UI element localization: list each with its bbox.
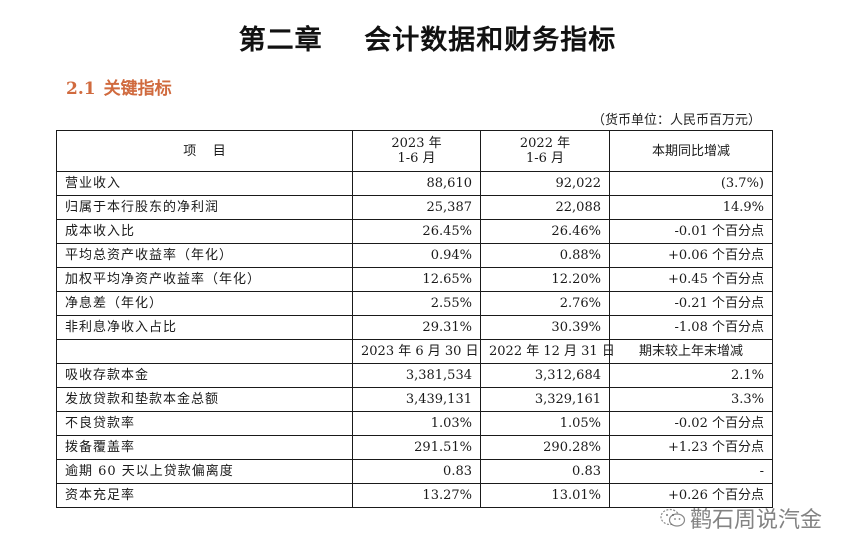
table-row: 加权平均净资产收益率（年化） 12.65% 12.20% +0.45 个百分点 (56, 267, 773, 292)
header-2023-year: 2023 年 (391, 136, 442, 151)
value-2023: 3,439,131 (352, 387, 481, 412)
value-change: -0.02 个百分点 (609, 411, 773, 436)
value-change: 14.9% (609, 195, 773, 220)
value-change: -0.21 个百分点 (609, 291, 773, 316)
header-2023-h1: 2023 年 1-6 月 (352, 130, 481, 172)
section-heading: 2.1 关键指标 (66, 74, 172, 99)
value-2023: 12.65% (352, 267, 481, 292)
table-header-row: 项 目 2023 年 1-6 月 2022 年 1-6 月 本期同比增减 (56, 130, 773, 172)
table-row: 平均总资产收益率（年化） 0.94% 0.88% +0.06 个百分点 (56, 243, 773, 268)
value-2022: 0.88% (480, 243, 610, 268)
header-yoy-change: 本期同比增减 (609, 130, 773, 172)
value-2023: 25,387 (352, 195, 481, 220)
row-label: 营业收入 (56, 171, 353, 196)
value-change: +0.45 个百分点 (609, 267, 773, 292)
value-2022: 2.76% (480, 291, 610, 316)
table-row: 不良贷款率 1.03% 1.05% -0.02 个百分点 (56, 411, 773, 436)
value-2023: 291.51% (352, 435, 481, 460)
value-change: 2.1% (609, 363, 773, 388)
table-row: 非利息净收入占比 29.31% 30.39% -1.08 个百分点 (56, 315, 773, 340)
table-row: 营业收入 88,610 92,022 (3.7%) (56, 171, 773, 196)
value-change: (3.7%) (609, 171, 773, 196)
subheader-item (56, 339, 353, 364)
value-change: +1.23 个百分点 (609, 435, 773, 460)
header-2023-months: 1-6 月 (397, 151, 436, 166)
row-label: 成本收入比 (56, 219, 353, 244)
value-2022: 290.28% (480, 435, 610, 460)
header-item: 项 目 (56, 130, 353, 172)
value-2022: 92,022 (480, 171, 610, 196)
table-row: 拨备覆盖率 291.51% 290.28% +1.23 个百分点 (56, 435, 773, 460)
table-subheader-row: 2023 年 6 月 30 日 2022 年 12 月 31 日 期末较上年末增… (56, 339, 773, 364)
subheader-2022-date: 2022 年 12 月 31 日 (480, 339, 615, 364)
row-label: 平均总资产收益率（年化） (56, 243, 353, 268)
chapter-title: 第二章 会计数据和财务指标 (238, 25, 617, 56)
value-2023: 13.27% (352, 483, 481, 508)
value-2023: 0.94% (352, 243, 481, 268)
section-number: 2.1 (66, 79, 96, 99)
value-2022: 1.05% (480, 411, 610, 436)
value-2023: 1.03% (352, 411, 481, 436)
row-label: 不良贷款率 (56, 411, 353, 436)
row-label: 净息差（年化） (56, 291, 353, 316)
row-label: 非利息净收入占比 (56, 315, 353, 340)
value-change: -1.08 个百分点 (609, 315, 773, 340)
row-label: 拨备覆盖率 (56, 435, 353, 460)
value-change: +0.06 个百分点 (609, 243, 773, 268)
subheader-change: 期末较上年末增减 (609, 339, 773, 364)
row-label: 吸收存款本金 (56, 363, 353, 388)
subheader-2023-date: 2023 年 6 月 30 日 (352, 339, 481, 364)
row-label: 逾期 60 天以上贷款偏离度 (56, 459, 353, 484)
currency-unit-note: （货币单位：人民币百万元） (591, 113, 761, 128)
table-row: 归属于本行股东的净利润 25,387 22,088 14.9% (56, 195, 773, 220)
header-2022-year: 2022 年 (519, 136, 571, 151)
header-2022-h1: 2022 年 1-6 月 (480, 130, 610, 172)
value-change: +0.26 个百分点 (609, 483, 773, 508)
table-row: 发放贷款和垫款本金总额 3,439,131 3,329,161 3.3% (56, 387, 773, 412)
value-change: - (609, 459, 773, 484)
row-label: 资本充足率 (56, 483, 353, 508)
header-2022-months: 1-6 月 (525, 151, 565, 166)
table-row: 逾期 60 天以上贷款偏离度 0.83 0.83 - (56, 459, 773, 484)
table-row: 成本收入比 26.45% 26.46% -0.01 个百分点 (56, 219, 773, 244)
value-2023: 29.31% (352, 315, 481, 340)
value-2022: 26.46% (480, 219, 610, 244)
value-2023: 88,610 (352, 171, 481, 196)
table-row: 净息差（年化） 2.55% 2.76% -0.21 个百分点 (56, 291, 773, 316)
table-row: 资本充足率 13.27% 13.01% +0.26 个百分点 (56, 483, 773, 508)
value-change: 3.3% (609, 387, 773, 412)
value-2022: 30.39% (480, 315, 610, 340)
row-label: 加权平均净资产收益率（年化） (56, 267, 353, 292)
value-2023: 26.45% (352, 219, 481, 244)
value-2022: 22,088 (480, 195, 610, 220)
value-2022: 3,329,161 (480, 387, 610, 412)
value-change: -0.01 个百分点 (609, 219, 773, 244)
value-2022: 13.01% (480, 483, 610, 508)
table-row: 吸收存款本金 3,381,534 3,312,684 2.1% (56, 363, 773, 388)
value-2022: 3,312,684 (480, 363, 610, 388)
value-2023: 3,381,534 (352, 363, 481, 388)
wechat-icon (660, 508, 686, 527)
row-label: 发放贷款和垫款本金总额 (56, 387, 353, 412)
value-2022: 12.20% (480, 267, 610, 292)
row-label: 归属于本行股东的净利润 (56, 195, 353, 220)
key-indicators-table: 项 目 2023 年 1-6 月 2022 年 1-6 月 本期同比增减 营业收… (56, 130, 773, 508)
value-2022: 0.83 (480, 459, 610, 484)
section-title: 关键指标 (103, 79, 172, 99)
value-2023: 2.55% (352, 291, 481, 316)
value-2023: 0.83 (352, 459, 481, 484)
